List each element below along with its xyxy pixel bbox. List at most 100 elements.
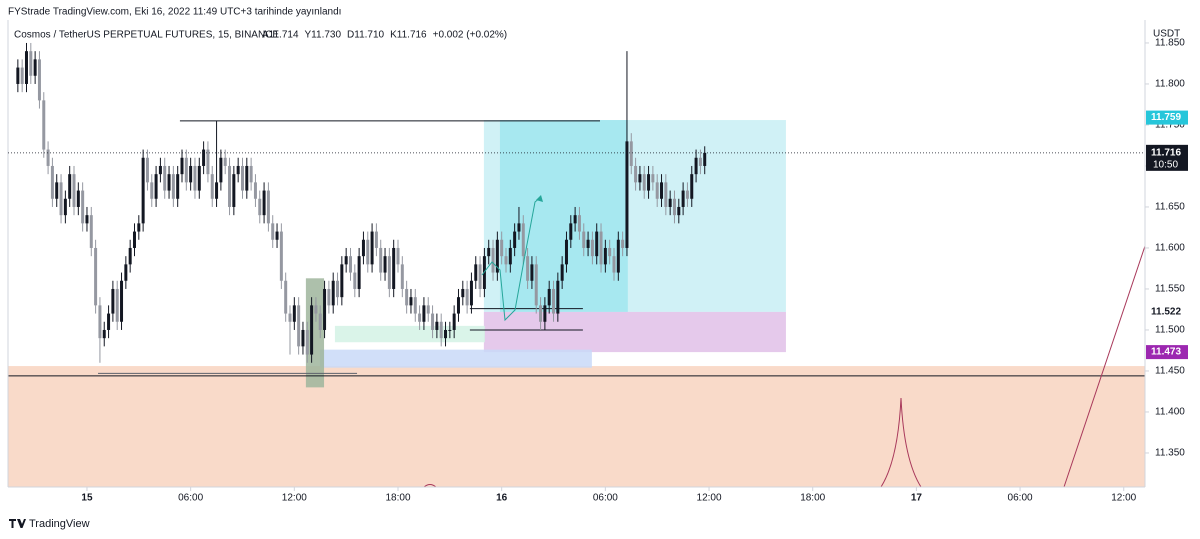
y-tick-label: 11.500 <box>1155 325 1185 336</box>
candle-body <box>50 165 54 199</box>
price-badge-label: 11.759 <box>1151 112 1181 123</box>
candle-body <box>465 288 469 306</box>
indicator-curve <box>423 484 437 488</box>
candle-body <box>560 264 564 281</box>
candle-body <box>29 51 33 76</box>
candle-body <box>301 329 305 347</box>
candle-body <box>240 165 244 191</box>
candle-body <box>504 256 508 265</box>
candle-body <box>703 152 707 166</box>
candle-body <box>422 305 426 322</box>
candle-body <box>547 288 551 306</box>
candle-body <box>253 182 257 199</box>
candle-body <box>150 182 154 199</box>
candle-body <box>660 182 664 199</box>
candle-body <box>249 165 253 183</box>
candle-body <box>167 174 171 191</box>
ohlc-value: +0.002 (+0.02%) <box>433 30 508 41</box>
candle-body <box>642 174 646 191</box>
candle-body <box>374 231 378 248</box>
candle-body <box>387 256 391 289</box>
candle-body <box>564 239 568 265</box>
candle-body <box>305 329 309 355</box>
candle-body <box>33 59 37 76</box>
candle-body <box>279 231 283 281</box>
candle-body <box>158 165 162 175</box>
candle-body <box>400 264 404 289</box>
candle-body <box>232 174 236 207</box>
candle-body <box>197 165 201 191</box>
candle-body <box>284 280 288 314</box>
candle-body <box>543 305 547 322</box>
brand-name: TradingView <box>29 518 90 530</box>
candle-body <box>20 67 24 84</box>
candle-body <box>331 280 335 306</box>
candle-body <box>513 231 517 248</box>
candle-body <box>608 247 612 257</box>
drawing-zone <box>334 325 485 343</box>
candle-body <box>508 247 512 265</box>
candle-body <box>297 305 301 347</box>
x-tick-label: 06:00 <box>178 493 203 504</box>
candle-body <box>435 321 439 330</box>
candles <box>16 42 707 363</box>
candle-body <box>223 157 227 166</box>
candle-body <box>115 288 119 322</box>
y-tick-label: 11.800 <box>1155 79 1185 90</box>
candle-body <box>439 321 443 339</box>
candle-body <box>16 67 20 84</box>
ohlc-legend: A11.714 Y11.730 D11.710 K11.716 +0.002 (+0.0… <box>262 30 507 41</box>
candle-body <box>426 305 430 314</box>
candle-body <box>89 215 93 248</box>
candle-body <box>530 264 534 281</box>
candle-body <box>318 313 322 330</box>
price-badge-label: 11.716 <box>1151 147 1181 158</box>
candle-body <box>517 223 521 232</box>
candle-body <box>612 256 616 273</box>
candle-body <box>526 256 530 281</box>
candle-body <box>72 174 76 207</box>
candle-body <box>383 256 387 273</box>
candle-body <box>258 198 262 216</box>
overlay <box>423 195 1146 488</box>
candle-body <box>353 272 357 289</box>
candle-body <box>46 149 50 166</box>
published-line: FYStrade TradingView.com, Eki 16, 2022 1… <box>8 7 341 18</box>
candle-body <box>379 247 383 273</box>
candle-body <box>219 157 223 183</box>
candle-body <box>370 231 374 265</box>
candle-body <box>392 247 396 289</box>
drawing-zone <box>483 311 786 353</box>
candle-body <box>681 190 685 207</box>
candle-body <box>651 174 655 183</box>
axes: 11.350 11.400 11.450 11.500 11.550 11.600 11.6… <box>8 38 1188 504</box>
candle-body <box>120 280 124 322</box>
axis-unit: USDT <box>1153 29 1180 40</box>
candle-body <box>275 231 279 240</box>
candle-body <box>193 165 197 191</box>
drawings <box>8 120 1145 487</box>
drawing-zone <box>8 366 1145 487</box>
price-badge <box>1146 345 1188 360</box>
candle-body <box>102 329 106 339</box>
candle-body <box>672 198 676 216</box>
candle-body <box>478 264 482 289</box>
candle-body <box>189 165 193 183</box>
x-tick-label: 12:00 <box>282 493 307 504</box>
candle-body <box>668 198 672 207</box>
candle-body <box>141 157 145 224</box>
candle-body <box>145 157 149 183</box>
price-badge-label: 11.522 <box>1151 307 1181 318</box>
candle-body <box>590 239 594 257</box>
candle-body <box>690 174 694 199</box>
candle-body <box>171 174 175 199</box>
candle-body <box>81 190 85 224</box>
ohlc-value: Y11.730 <box>305 30 342 41</box>
candle-body <box>577 215 581 232</box>
candle-body <box>132 231 136 248</box>
candle-body <box>137 223 141 232</box>
candle-body <box>271 223 275 240</box>
candle-body <box>629 141 633 166</box>
ohlc-value: D11.710 <box>347 30 385 41</box>
